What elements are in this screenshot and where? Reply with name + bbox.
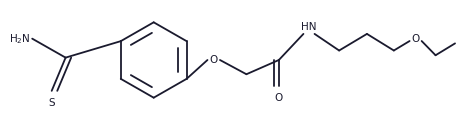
Text: O: O [412,34,420,44]
Text: S: S [48,98,55,108]
Text: O: O [210,55,218,65]
Text: O: O [275,93,283,103]
Text: HN: HN [301,21,317,32]
Text: H$_2$N: H$_2$N [9,32,31,46]
